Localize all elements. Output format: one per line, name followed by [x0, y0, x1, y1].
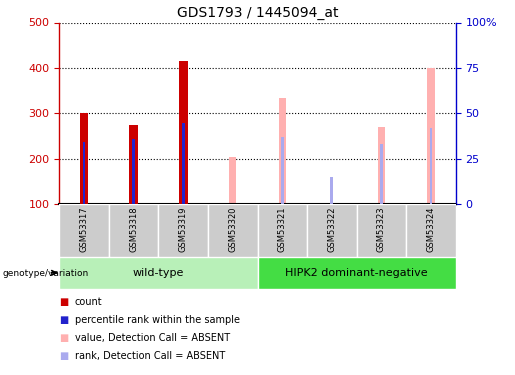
Bar — [59, 257, 258, 289]
Text: value, Detection Call = ABSENT: value, Detection Call = ABSENT — [75, 333, 230, 343]
Text: GSM53318: GSM53318 — [129, 207, 138, 252]
Bar — [430, 129, 433, 204]
Bar — [159, 204, 208, 257]
Bar — [356, 204, 406, 257]
Text: GSM53323: GSM53323 — [377, 207, 386, 252]
Bar — [109, 204, 159, 257]
Text: GSM53320: GSM53320 — [228, 207, 237, 252]
Bar — [179, 61, 187, 204]
Bar — [330, 177, 333, 204]
Bar — [229, 157, 236, 204]
Bar — [279, 98, 286, 204]
Title: GDS1793 / 1445094_at: GDS1793 / 1445094_at — [177, 6, 338, 20]
Text: GSM53319: GSM53319 — [179, 207, 187, 252]
Text: GSM53317: GSM53317 — [79, 207, 89, 252]
Text: genotype/variation: genotype/variation — [3, 268, 89, 278]
Text: ■: ■ — [59, 333, 68, 343]
Text: GSM53322: GSM53322 — [328, 207, 336, 252]
Bar — [82, 142, 85, 204]
Bar — [258, 257, 456, 289]
Text: percentile rank within the sample: percentile rank within the sample — [75, 315, 239, 325]
Bar — [307, 204, 356, 257]
Text: count: count — [75, 297, 102, 307]
Bar — [281, 136, 284, 204]
Bar — [406, 204, 456, 257]
Text: ■: ■ — [59, 351, 68, 361]
Text: GSM53321: GSM53321 — [278, 207, 287, 252]
Bar — [377, 127, 385, 204]
Bar — [132, 140, 135, 204]
Bar — [427, 68, 435, 204]
Text: GSM53324: GSM53324 — [426, 207, 436, 252]
Text: rank, Detection Call = ABSENT: rank, Detection Call = ABSENT — [75, 351, 225, 361]
Bar — [208, 204, 258, 257]
Bar — [129, 125, 138, 204]
Bar — [79, 113, 89, 204]
Bar — [182, 123, 185, 204]
Bar — [258, 204, 307, 257]
Text: ■: ■ — [59, 297, 68, 307]
Bar — [59, 204, 109, 257]
Text: ■: ■ — [59, 315, 68, 325]
Bar — [380, 144, 383, 204]
Text: HIPK2 dominant-negative: HIPK2 dominant-negative — [285, 268, 428, 278]
Text: wild-type: wild-type — [133, 268, 184, 278]
